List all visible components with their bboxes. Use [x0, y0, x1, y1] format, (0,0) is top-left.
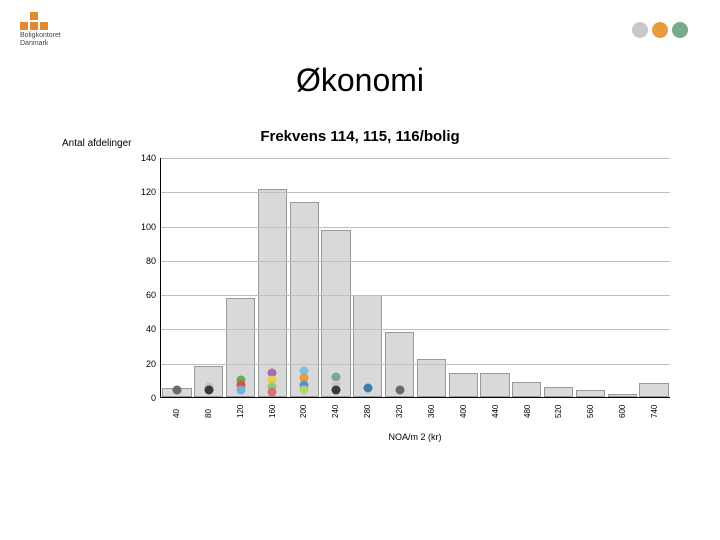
- logo-text-line2: Danmark: [20, 40, 61, 48]
- bar-slot: [638, 158, 670, 397]
- data-marker: [363, 384, 372, 393]
- page-title: Økonomi: [0, 62, 720, 99]
- bar-slot: [288, 158, 320, 397]
- y-axis-label: Antal afdelinger: [62, 138, 132, 149]
- x-axis-label: NOA/m 2 (kr): [160, 432, 670, 442]
- gridline: [161, 364, 670, 365]
- bar: [512, 382, 541, 397]
- dot-green: [672, 22, 688, 38]
- bar-slot: [416, 158, 448, 397]
- chart: 4080120160200240280320360400440480520560…: [130, 158, 670, 438]
- x-tick: 480: [511, 402, 543, 436]
- x-tick: 360: [415, 402, 447, 436]
- x-tick: 80: [192, 402, 224, 436]
- x-tick: 120: [224, 402, 256, 436]
- bars-container: [161, 158, 670, 397]
- bar-slot: [225, 158, 257, 397]
- x-tick: 200: [288, 402, 320, 436]
- bar-slot: [447, 158, 479, 397]
- dot-grey: [632, 22, 648, 38]
- y-tick: 80: [126, 256, 156, 266]
- y-tick: 140: [126, 153, 156, 163]
- bar-slot: [543, 158, 575, 397]
- x-tick: 400: [447, 402, 479, 436]
- gridline: [161, 295, 670, 296]
- x-ticks: 4080120160200240280320360400440480520560…: [160, 402, 670, 436]
- dot-orange: [652, 22, 668, 38]
- bar-slot: [575, 158, 607, 397]
- bar-slot: [606, 158, 638, 397]
- y-tick: 100: [126, 222, 156, 232]
- gridline: [161, 158, 670, 159]
- bar-slot: [193, 158, 225, 397]
- y-tick: 0: [126, 393, 156, 403]
- data-marker: [268, 387, 277, 396]
- x-tick: 740: [638, 402, 670, 436]
- bar-slot: [320, 158, 352, 397]
- bar: [608, 394, 637, 397]
- x-tick: 160: [256, 402, 288, 436]
- data-marker: [236, 386, 245, 395]
- logo-text-line1: Boligkontoret: [20, 32, 61, 40]
- y-tick: 20: [126, 359, 156, 369]
- plot-area: [160, 158, 670, 398]
- data-marker: [204, 386, 213, 395]
- bar-slot: [384, 158, 416, 397]
- bar: [480, 373, 509, 397]
- bar-slot: [161, 158, 193, 397]
- gridline: [161, 227, 670, 228]
- x-tick: 240: [319, 402, 351, 436]
- data-marker: [172, 386, 181, 395]
- bar-slot: [256, 158, 288, 397]
- bar: [544, 387, 573, 397]
- y-tick: 60: [126, 290, 156, 300]
- gridline: [161, 261, 670, 262]
- x-tick: 520: [543, 402, 575, 436]
- x-tick: 40: [160, 402, 192, 436]
- bar-slot: [352, 158, 384, 397]
- x-tick: 600: [606, 402, 638, 436]
- gridline: [161, 192, 670, 193]
- y-tick: 40: [126, 324, 156, 334]
- bar: [417, 359, 446, 397]
- gridline: [161, 329, 670, 330]
- x-tick: 560: [574, 402, 606, 436]
- bar-slot: [479, 158, 511, 397]
- logo: Boligkontoret Danmark: [20, 12, 61, 47]
- slide: { "logo": { "line1": "Boligkontoret", "l…: [0, 0, 720, 540]
- x-tick: 280: [351, 402, 383, 436]
- data-marker: [300, 386, 309, 395]
- decoration-dots: [632, 22, 688, 38]
- bar-slot: [511, 158, 543, 397]
- y-tick: 120: [126, 187, 156, 197]
- x-tick: 440: [479, 402, 511, 436]
- data-marker: [395, 386, 404, 395]
- bar: [639, 383, 668, 397]
- bar: [258, 189, 287, 397]
- x-tick: 320: [383, 402, 415, 436]
- bar: [449, 373, 478, 397]
- data-marker: [331, 386, 340, 395]
- bar: [576, 390, 605, 397]
- bar: [353, 295, 382, 397]
- logo-squares: [20, 12, 61, 30]
